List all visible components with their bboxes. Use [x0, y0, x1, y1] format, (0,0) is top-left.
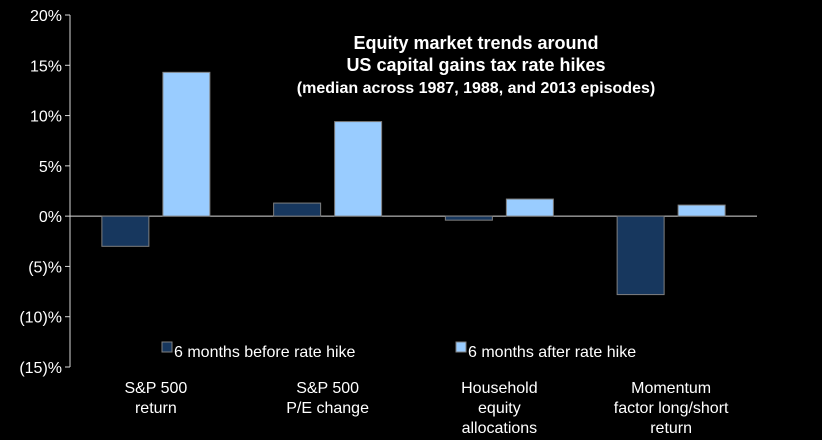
legend: 6 months before rate hike 6 months after…	[161, 341, 636, 361]
y-tick-label: 5%	[39, 159, 62, 176]
bar-before	[444, 215, 493, 221]
bar-after	[677, 204, 726, 217]
bars	[101, 71, 726, 296]
bar-before	[273, 202, 322, 217]
bar-after	[162, 71, 211, 217]
category-label: return	[135, 400, 177, 417]
chart-subtitle: (median across 1987, 1988, and 2013 epis…	[297, 80, 655, 97]
category-label: return	[650, 420, 692, 437]
legend-label-before: 6 months before rate hike	[174, 344, 356, 361]
category-label: Momentum	[631, 380, 711, 397]
chart-title-line2: US capital gains tax rate hikes	[346, 55, 605, 75]
bar-before	[101, 215, 150, 247]
legend-swatch-after	[455, 341, 467, 353]
category-label: S&P 500	[296, 380, 359, 397]
y-tick-label: 0%	[39, 209, 62, 226]
category-label: factor long/short	[614, 400, 729, 417]
category-label: P/E change	[286, 400, 369, 417]
y-tick-label: (10)%	[19, 310, 62, 327]
legend-swatch-before	[161, 341, 173, 353]
bar-before	[616, 215, 665, 296]
chart-title-group: Equity market trends around US capital g…	[297, 33, 655, 97]
category-label: allocations	[462, 420, 538, 437]
bar-after	[505, 198, 554, 217]
y-tick-label: 20%	[30, 8, 62, 25]
y-tick-label: (5)%	[28, 259, 62, 276]
category-label: equity	[478, 400, 521, 417]
chart-title: Equity market trends around	[353, 33, 598, 53]
y-tick-label: 15%	[30, 58, 62, 75]
bar-after	[334, 121, 383, 217]
y-tick-label: 10%	[30, 109, 62, 126]
category-label: Household	[461, 380, 538, 397]
y-tick-label: (15)%	[19, 360, 62, 377]
category-labels: S&P 500 return S&P 500 P/E change Household e…	[124, 380, 729, 437]
category-label: S&P 500	[124, 380, 187, 397]
legend-label-after: 6 months after rate hike	[468, 344, 636, 361]
